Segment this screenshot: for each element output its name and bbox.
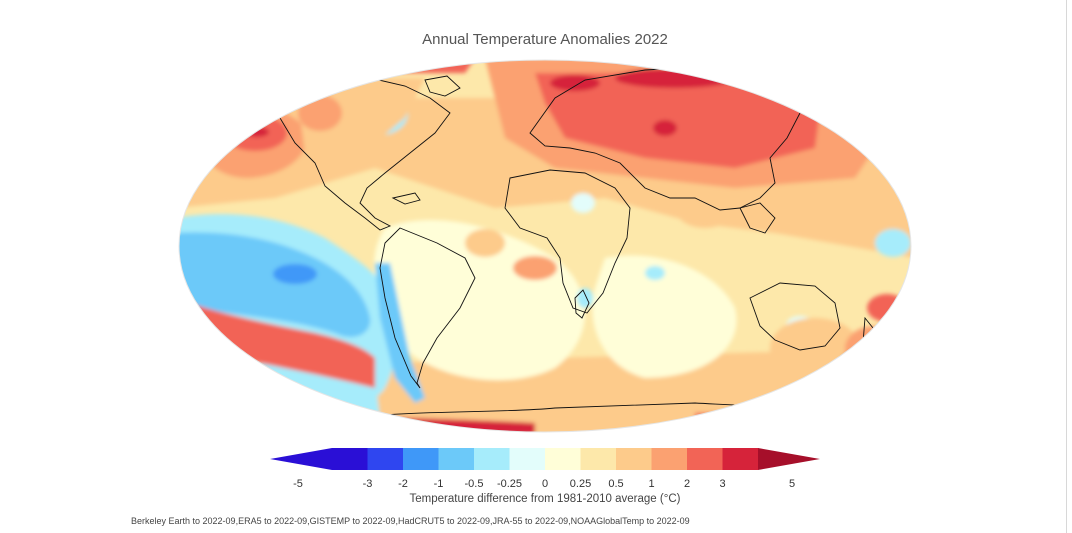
scale-overflow-arrow: [758, 448, 820, 470]
scale-bin: [367, 448, 404, 470]
scale-bin: [474, 448, 510, 470]
scale-tick-label: 5: [788, 478, 796, 490]
scale-bin: [616, 448, 652, 470]
color-scale-ticks: -5 -3 -2 -1 -0.5 -0.25 0 0.25 0.5 1 2 3 5: [0, 478, 1072, 492]
scale-bin: [580, 448, 617, 470]
scale-tick-label: -0.25: [496, 478, 523, 490]
scale-bin: [332, 448, 368, 470]
scale-tick-label: 0: [541, 478, 549, 490]
scale-tick-label: 1: [648, 478, 655, 490]
scale-tick-label: -0.5: [464, 478, 484, 490]
scale-bin: [509, 448, 546, 470]
scale-tick-label: 3: [719, 478, 726, 490]
coastlines: [269, 65, 876, 419]
scale-bin: [722, 448, 759, 470]
scale-bin: [651, 448, 688, 470]
scale-bin: [438, 448, 475, 470]
scale-tick-label: -3: [362, 478, 373, 490]
scale-bin: [403, 448, 439, 470]
scale-bin: [545, 448, 581, 470]
map-title: Annual Temperature Anomalies 2022: [422, 31, 668, 48]
scale-tick-label: 0.25: [569, 478, 592, 490]
legend-caption: Temperature difference from 1981-2010 av…: [409, 493, 681, 505]
data-sources-note: Berkeley Earth to 2022-09,ERA5 to 2022-0…: [131, 516, 690, 526]
color-scale-bar: [270, 448, 820, 470]
scale-tick-label: -2: [398, 478, 408, 490]
scale-tick-label: 2: [683, 478, 691, 490]
anomaly-field: [179, 60, 911, 432]
scale-underflow-arrow: [270, 448, 332, 470]
anomaly-map[interactable]: [175, 58, 915, 434]
scale-tick-label: 0.5: [608, 478, 624, 490]
scale-tick-label: -5: [293, 478, 303, 490]
scale-tick-label: -1: [433, 478, 444, 490]
scale-bin: [687, 448, 723, 470]
page-right-border: [1066, 0, 1067, 533]
